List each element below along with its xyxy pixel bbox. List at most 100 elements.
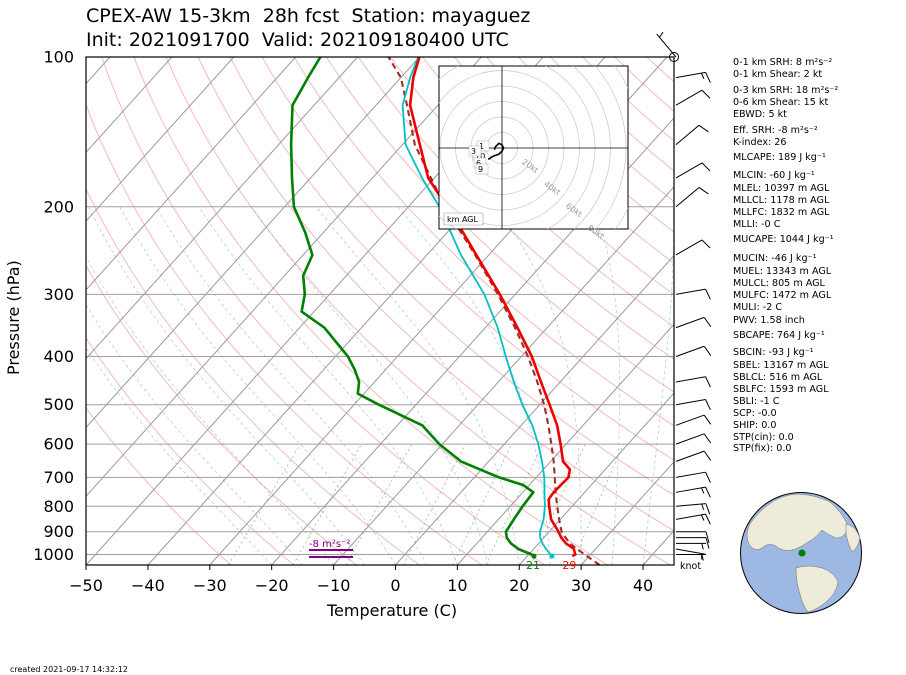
x-tick-label: 30: [571, 576, 591, 595]
y-tick-label: 1000: [33, 545, 74, 564]
dry-adiabat: [197, 57, 674, 532]
chart-title-line1: CPEX-AW 15-3km 28h fcst Station: mayague…: [86, 5, 531, 27]
dry-adiabat: [229, 57, 674, 496]
x-tick-label: −10: [317, 576, 351, 595]
wind-barb: [675, 239, 711, 256]
wetbulb-profile: [401, 57, 553, 557]
index-item: MLLCL: 1178 m AGL: [733, 195, 830, 206]
barb-staff: [675, 162, 703, 179]
barb-flag: [698, 187, 709, 195]
index-item: SBLCL: 516 m AGL: [733, 372, 823, 383]
moist-adiabat: [251, 206, 489, 565]
wind-barb: [675, 288, 711, 300]
mixing-ratio-line: [228, 443, 301, 565]
barb-staff: [675, 71, 706, 79]
barb-staff: [675, 345, 705, 357]
hodograph-height-box: [468, 145, 482, 157]
barb-half-flag: [701, 554, 704, 561]
barb-staff: [675, 548, 706, 555]
wind-barbs: [656, 31, 712, 561]
y-axis-label: Pressure (hPa): [4, 260, 23, 375]
hodograph-height-label: 1: [479, 142, 484, 151]
isotherm: [86, 57, 296, 291]
barb-flag: [703, 414, 712, 425]
moist-adiabat: [88, 206, 365, 565]
index-item: 0-6 km Shear: 15 kt: [733, 97, 829, 108]
barb-staff: [675, 471, 706, 478]
barb-flag: [705, 513, 711, 525]
index-item: MULFC: 1472 m AGL: [733, 290, 832, 301]
barb-flag: [705, 376, 711, 388]
y-tick-label: 800: [43, 497, 74, 516]
y-tick-label: 900: [43, 522, 74, 541]
barb-half-flag: [700, 514, 705, 521]
index-item: STP(cin): 0.0: [733, 432, 794, 443]
wind-barb: [675, 376, 711, 388]
dry-adiabat: [293, 57, 674, 427]
isotherm: [86, 57, 358, 360]
wetbulb-surface-marker: [549, 553, 555, 559]
barb-flag: [705, 399, 711, 411]
barb-flag: [705, 471, 711, 483]
barb-flag: [705, 503, 711, 515]
y-tick-label: 500: [43, 395, 74, 414]
moist-adiabat: [642, 206, 674, 565]
dry-adiabat: [357, 57, 674, 360]
mixing-ratio-line: [530, 443, 586, 565]
wind-barb: [675, 89, 711, 106]
index-item: MLEL: 10397 m AGL: [733, 183, 830, 194]
index-item: 0-1 km Shear: 2 kt: [733, 69, 823, 80]
dry-adiabat: [389, 57, 674, 328]
dry-adiabat: [325, 57, 674, 393]
barb-flag: [705, 486, 711, 498]
globe-africa-edge: [845, 523, 861, 553]
barb-flag: [703, 433, 712, 444]
barb-flag: [701, 239, 711, 249]
moist-adiabat: [594, 206, 621, 565]
wind-barb: [675, 450, 712, 462]
temperature-profile: [408, 57, 577, 558]
globe-station-marker: [798, 549, 806, 557]
index-item: EBWD: 5 kt: [733, 109, 787, 120]
index-item: MLLFC: 1832 m AGL: [733, 207, 830, 218]
x-tick-label: 20: [509, 576, 529, 595]
x-tick-label: −40: [131, 576, 165, 595]
dry-adiabat: [86, 103, 483, 565]
hodograph-units-box: [443, 212, 484, 226]
wind-barb: [676, 537, 710, 549]
isotherm: [518, 392, 674, 565]
created-timestamp: created 2021-09-17 14:32:12: [10, 665, 128, 674]
index-item: MULCL: 805 m AGL: [733, 278, 825, 289]
wind-barb: [675, 548, 706, 560]
surface-temp-label: 29: [562, 559, 576, 572]
barb-staff: [675, 486, 706, 493]
index-item: MLCIN: -60 J kg⁻¹: [733, 170, 815, 181]
x-tick-label: 10: [447, 576, 467, 595]
wind-barb: [675, 486, 711, 498]
hodograph-units-label: km AGL: [447, 215, 479, 224]
dry-adiabat: [86, 337, 295, 565]
globe-north-america: [746, 493, 849, 551]
dewpoint-surface-marker: [531, 553, 537, 559]
wind-barb: [675, 399, 711, 411]
dry-adiabat: [454, 57, 674, 264]
barb-staff: [656, 33, 677, 58]
mixing-ratio-line: [571, 443, 624, 565]
wind-barb: [675, 124, 709, 145]
x-tick-label: −20: [255, 576, 289, 595]
barb-staff: [675, 89, 703, 106]
index-item: MUEL: 13343 m AGL: [733, 266, 832, 277]
barb-flag: [701, 162, 711, 172]
index-item: MULI: -2 C: [733, 302, 783, 313]
moist-adiabat: [496, 206, 582, 565]
barb-flag: [705, 72, 711, 83]
barb-flag: [705, 531, 710, 543]
dry-adiabat: [133, 57, 608, 565]
wind-barb: [675, 71, 711, 83]
plot-frame: [85, 56, 675, 566]
wind-barb: [675, 162, 711, 179]
barb-staff: [675, 316, 705, 329]
surface-dewpoint-label: 21: [526, 559, 540, 572]
y-tick-label: 300: [43, 285, 74, 304]
